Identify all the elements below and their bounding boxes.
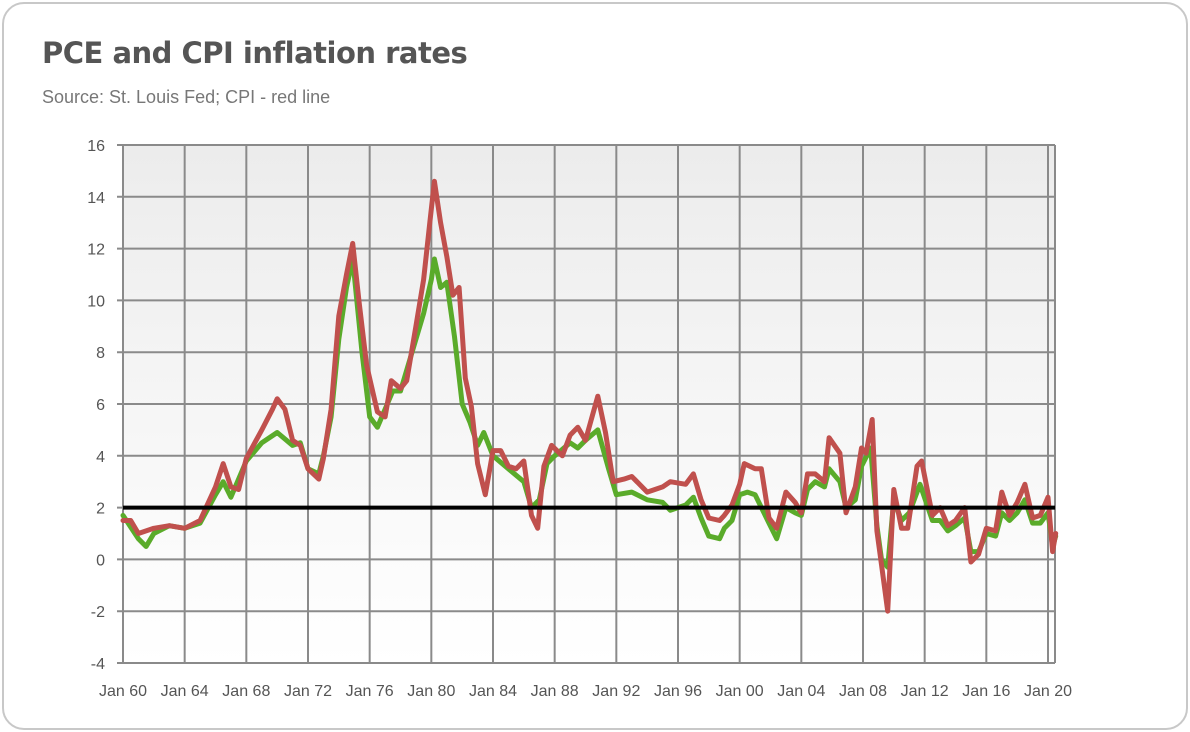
x-tick-label: Jan 96 — [654, 683, 702, 700]
y-tick-label: 2 — [96, 501, 105, 518]
chart-subtitle: Source: St. Louis Fed; CPI - red line — [42, 87, 331, 107]
x-tick-label: Jan 88 — [531, 683, 579, 700]
x-tick-label: Jan 08 — [839, 683, 887, 700]
x-tick-label: Jan 68 — [222, 683, 270, 700]
x-tick-label: Jan 12 — [901, 683, 949, 700]
y-tick-label: 14 — [87, 190, 105, 207]
y-tick-label: 8 — [96, 345, 105, 362]
y-tick-label: 6 — [96, 397, 105, 414]
chart-title: PCE and CPI inflation rates — [42, 36, 468, 70]
y-tick-label: 16 — [87, 138, 105, 155]
x-tick-label: Jan 76 — [346, 683, 394, 700]
x-tick-label: Jan 64 — [161, 683, 209, 700]
series-line-cpi — [120, 178, 1059, 614]
x-tick-label: Jan 92 — [592, 683, 640, 700]
y-tick-label: 10 — [87, 293, 105, 310]
y-tick-label: 4 — [96, 449, 105, 466]
x-tick-label: Jan 04 — [777, 683, 825, 700]
y-tick-label: -2 — [91, 604, 105, 621]
x-tick-label: Jan 20 — [1024, 683, 1072, 700]
y-tick-label: 12 — [87, 242, 105, 259]
x-tick-label: Jan 60 — [99, 683, 147, 700]
x-tick-label: Jan 80 — [407, 683, 455, 700]
y-tick-label: -4 — [91, 656, 105, 673]
y-tick-label: 0 — [96, 552, 105, 569]
x-tick-label: Jan 00 — [716, 683, 764, 700]
x-tick-label: Jan 84 — [469, 683, 517, 700]
x-tick-label: Jan 16 — [962, 683, 1010, 700]
x-tick-label: Jan 72 — [284, 683, 332, 700]
